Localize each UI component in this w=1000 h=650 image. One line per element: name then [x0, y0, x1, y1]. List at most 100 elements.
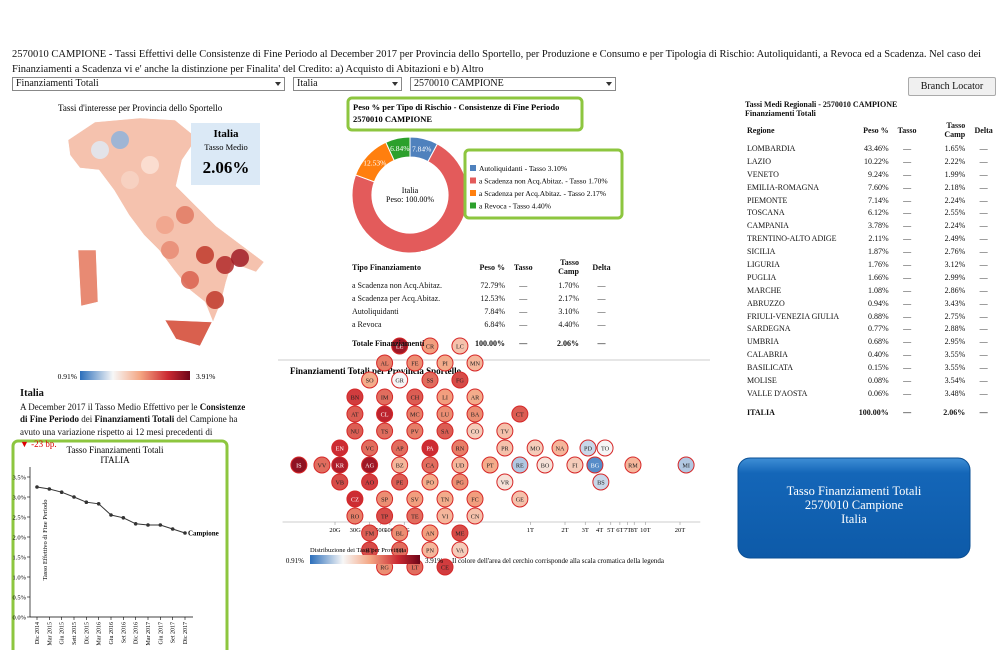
bubble	[421, 524, 439, 542]
bubble	[421, 337, 439, 355]
cell: —	[519, 280, 528, 290]
bubble-label: PR	[501, 445, 509, 452]
cell: Totale Finanziamenti	[352, 338, 425, 348]
x-tick-label: 20T	[675, 527, 686, 534]
bubble	[376, 422, 394, 440]
bubble	[421, 439, 439, 457]
cell: 7.14%	[868, 195, 889, 205]
bubble-label: TR	[396, 547, 405, 554]
bubble	[466, 422, 484, 440]
total-row: Totale Finanziamenti 100.00% — 2.06% —	[350, 331, 622, 350]
slice-label: 12.53%	[363, 158, 386, 167]
bubble-label: CN	[471, 513, 480, 520]
bubble-label: PA	[426, 445, 434, 452]
summary-text: A December 2017 il Tasso Medio Effettivo…	[20, 401, 250, 439]
bubble	[331, 456, 349, 474]
bubble	[376, 354, 394, 372]
point	[121, 516, 126, 520]
cell: —	[903, 337, 912, 347]
map-region	[216, 256, 234, 274]
cell: —	[979, 208, 988, 218]
point	[183, 531, 187, 535]
row: PIEMONTE 7.14% — 2.24% —	[745, 194, 1000, 207]
cell: 3.48%	[944, 388, 966, 398]
select[interactable]: Italia	[293, 77, 402, 91]
point	[47, 487, 52, 491]
summary-part: del Campione ha avuto una variazione ris…	[20, 414, 238, 437]
highlight-text: Italia	[841, 512, 867, 526]
header-cell: Tasso Camp	[944, 121, 966, 139]
bubble-label: ME	[455, 530, 465, 537]
x-tick-label: Giu 2015	[60, 622, 66, 645]
point	[35, 485, 39, 489]
title-frame	[346, 96, 584, 132]
cell: 7.84%	[484, 306, 506, 316]
bubble	[361, 524, 379, 542]
cell: 0.15%	[868, 363, 889, 373]
bubble-label: TV	[501, 428, 510, 435]
bubble-legend	[310, 555, 420, 564]
legend-min: 0.91%	[58, 372, 77, 381]
cell: —	[597, 338, 606, 348]
point	[170, 527, 175, 531]
summary-part: dei	[79, 414, 95, 424]
bubble-label: CT	[516, 411, 524, 418]
cell: CALABRIA	[747, 350, 788, 360]
bubble	[290, 456, 308, 474]
bubble	[391, 456, 409, 474]
cell: —	[903, 350, 912, 360]
bubble-label: AG	[365, 462, 374, 469]
x-tick-label: Giu 2017	[158, 622, 164, 645]
bubble	[406, 507, 424, 525]
row: CAMPANIA 3.78% — 2.24% —	[745, 219, 1000, 232]
legend-title: Distribuzione dei Tassi per Provincia	[310, 547, 406, 554]
cell: —	[979, 182, 988, 192]
header-cell: Peso %	[479, 262, 506, 272]
bubble-label: LC	[456, 343, 464, 350]
bubble-label: PG	[456, 479, 464, 486]
highlight-text: Tasso Finanziamenti Totali	[787, 484, 922, 498]
row: ABRUZZO 0.94% — 3.43% —	[745, 297, 1000, 310]
cell: —	[903, 182, 912, 192]
cell: —	[979, 259, 988, 269]
cell: —	[979, 324, 988, 334]
row: a Scadenza non Acq.Abitaz. 72.79% — 1.70% —	[350, 279, 622, 292]
cell: —	[903, 247, 912, 257]
cell: 2.06%	[556, 338, 579, 348]
cell: —	[979, 143, 988, 153]
legend-max: 3.91%	[196, 372, 215, 381]
button[interactable]: Branch Locator	[908, 77, 996, 96]
cell: 4.40%	[558, 319, 579, 329]
row: VENETO 9.24% — 1.99% —	[745, 168, 1000, 181]
select[interactable]: Finanziamenti Totali	[12, 77, 285, 91]
legend-note: Il colore dell'area del cerchio corrispo…	[452, 557, 665, 565]
bubble-label: MO	[530, 445, 541, 452]
bubble	[391, 371, 409, 389]
bubble-label: TN	[441, 496, 450, 503]
cell: 2.22%	[944, 156, 966, 166]
summary: Italia A December 2017 il Tasso Medio Eff…	[20, 388, 250, 451]
bubble-label: AN	[426, 530, 435, 537]
cell: —	[979, 388, 988, 398]
bubble-label: TO	[601, 445, 610, 452]
bubble	[406, 405, 424, 423]
select[interactable]: 2570010 CAMPIONE	[410, 77, 616, 91]
bubble	[451, 524, 469, 542]
cell: —	[597, 293, 606, 303]
bubble	[421, 541, 439, 559]
bubble	[579, 439, 597, 457]
slice-label: 72.79%	[420, 249, 443, 258]
bubble	[391, 337, 409, 355]
bubble	[391, 439, 409, 457]
cell: —	[903, 156, 912, 166]
map-region	[206, 291, 224, 309]
map-region	[91, 141, 109, 159]
bubble-label: AO	[365, 479, 374, 486]
bubble-label: PD	[584, 445, 592, 452]
cell: 2.49%	[944, 234, 966, 244]
bubble-label: BA	[471, 411, 480, 418]
cell: PIEMONTE	[747, 195, 788, 205]
bubble	[331, 473, 349, 491]
row: SARDEGNA 0.77% — 2.88% —	[745, 322, 1000, 335]
